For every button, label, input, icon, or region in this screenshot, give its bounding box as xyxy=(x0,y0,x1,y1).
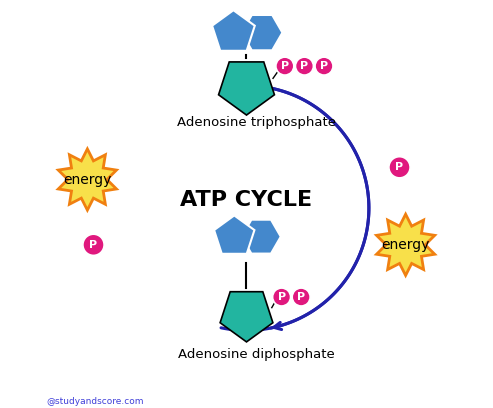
Text: P: P xyxy=(89,240,98,250)
Polygon shape xyxy=(220,292,273,342)
Text: P: P xyxy=(278,292,285,302)
Circle shape xyxy=(315,57,333,75)
Circle shape xyxy=(276,57,294,75)
Text: P: P xyxy=(320,61,328,71)
Text: @studyandscore.com: @studyandscore.com xyxy=(46,397,144,406)
Polygon shape xyxy=(242,220,281,254)
Text: P: P xyxy=(281,61,289,71)
Text: P: P xyxy=(297,292,305,302)
Circle shape xyxy=(295,57,314,75)
Text: Adenosine triphosphate: Adenosine triphosphate xyxy=(177,116,336,129)
Polygon shape xyxy=(242,15,282,50)
Polygon shape xyxy=(212,10,255,51)
Text: ATP CYCLE: ATP CYCLE xyxy=(180,190,313,210)
Polygon shape xyxy=(218,62,275,115)
Polygon shape xyxy=(214,215,254,254)
Text: energy: energy xyxy=(382,238,430,252)
Circle shape xyxy=(292,288,310,306)
Text: P: P xyxy=(395,162,404,172)
Text: Adenosine diphosphate: Adenosine diphosphate xyxy=(178,348,335,361)
Circle shape xyxy=(83,234,104,255)
Circle shape xyxy=(273,288,290,306)
Polygon shape xyxy=(377,214,435,275)
Polygon shape xyxy=(58,149,116,210)
Text: energy: energy xyxy=(63,173,111,186)
Text: P: P xyxy=(300,61,309,71)
Circle shape xyxy=(389,157,410,178)
